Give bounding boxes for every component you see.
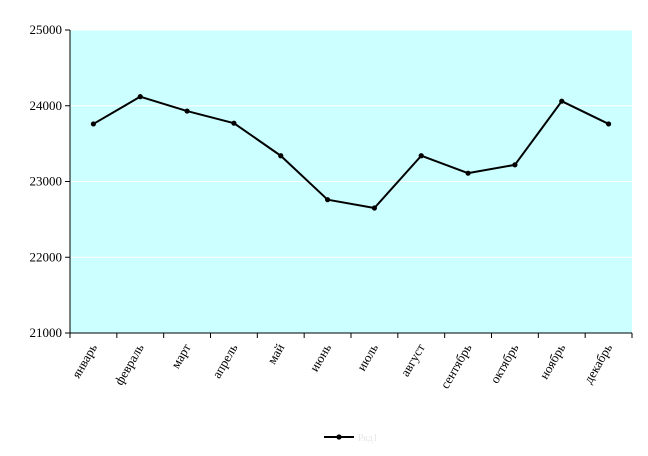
y-tick-label: 23000 — [30, 174, 63, 189]
y-tick-label: 24000 — [30, 98, 63, 113]
y-tick-label: 22000 — [30, 249, 63, 264]
x-tick-label: май — [264, 341, 287, 367]
data-point — [231, 120, 237, 126]
x-tick-label: сентябрь — [437, 341, 475, 391]
legend: Ряд1 — [324, 433, 378, 444]
x-tick-label: октябрь — [487, 341, 522, 386]
x-tick-label: декабрь — [581, 341, 616, 386]
x-tick-label: август — [397, 341, 428, 379]
data-point — [137, 94, 143, 100]
x-tick-label: июль — [354, 341, 381, 373]
data-point — [559, 98, 565, 104]
x-tick-label: январь — [68, 341, 100, 381]
axes — [69, 30, 633, 338]
series — [90, 94, 612, 211]
data-point — [512, 162, 518, 168]
data-point — [605, 121, 612, 127]
x-tick-label: ноябрь — [536, 341, 568, 382]
x-tick-label: апрель — [209, 341, 241, 381]
data-point — [465, 170, 471, 176]
data-point — [184, 108, 190, 114]
x-tick-label: март — [168, 341, 194, 371]
series-line — [92, 95, 610, 210]
x-tick-label: февраль — [111, 341, 147, 388]
y-tick-label: 25000 — [30, 22, 63, 37]
data-point — [371, 205, 378, 211]
x-tick-label: июнь — [306, 341, 334, 374]
data-point — [418, 153, 424, 159]
y-tick-label: 21000 — [30, 325, 63, 340]
legend-series-name: Ряд1 — [358, 433, 378, 444]
data-point — [278, 153, 284, 159]
data-point — [324, 197, 331, 203]
gridlines — [65, 29, 632, 334]
y-axis-tick-labels: 21000 22000 23000 24000 25000 — [30, 22, 63, 340]
legend-marker — [336, 434, 342, 440]
x-axis-tick-labels: январь февраль март апрель май июнь июль август… — [68, 341, 615, 391]
data-point — [90, 121, 97, 127]
